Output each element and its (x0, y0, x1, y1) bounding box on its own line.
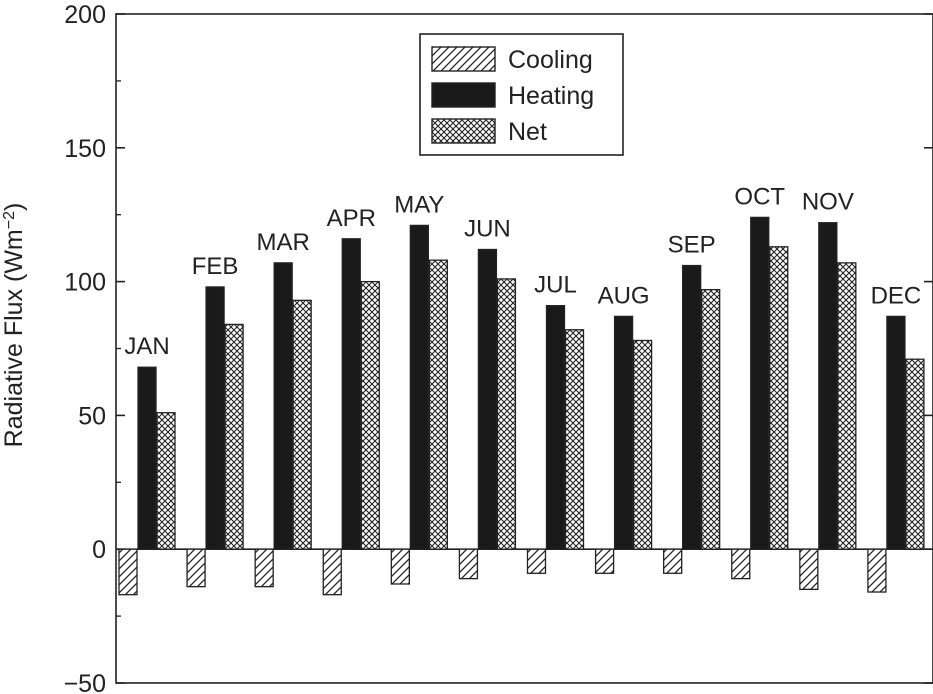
bar-heating-sep (682, 264, 702, 550)
month-label-mar: MAR (256, 229, 309, 256)
bar-cooling-aug (594, 548, 615, 574)
bar-net-aug (632, 339, 653, 550)
y-tick-label: −50 (64, 670, 106, 694)
month-label-nov: NOV (802, 189, 854, 216)
month-label-jan: JAN (124, 333, 169, 360)
month-label-feb: FEB (192, 253, 239, 280)
bar-heating-mar (273, 262, 293, 550)
legend-label-net: Net (508, 118, 547, 146)
y-tick-label: 200 (64, 1, 106, 29)
bar-net-jan (156, 412, 176, 550)
bar-heating-jan (137, 366, 157, 550)
bar-net-sep (701, 288, 721, 550)
month-label-may: MAY (394, 191, 444, 218)
bar-heating-feb (205, 286, 225, 550)
bar-heating-may (409, 224, 429, 550)
plot-frame (115, 13, 933, 684)
bar-cooling-oct (731, 548, 751, 580)
month-label-jul: JUL (534, 272, 577, 299)
bar-net-feb (224, 323, 244, 550)
month-label-jun: JUN (464, 215, 511, 242)
bar-heating-apr (341, 238, 361, 550)
bar-cooling-feb (186, 548, 206, 588)
bar-cooling-nov (799, 548, 819, 590)
bar-cooling-may (390, 548, 410, 585)
month-label-apr: APR (327, 205, 376, 232)
bar-net-dec (905, 358, 925, 550)
bar-heating-aug (613, 315, 634, 550)
month-label-oct: OCT (734, 183, 785, 210)
bar-marks (118, 216, 925, 596)
bar-heating-oct (750, 216, 770, 550)
bar-cooling-jun (458, 548, 479, 580)
y-tick-label: 100 (64, 269, 106, 297)
legend-swatch-cooling (431, 46, 496, 72)
bar-cooling-dec (867, 548, 887, 593)
bar-net-may (428, 259, 448, 550)
y-tick-label: 0 (92, 536, 106, 564)
legend-label-cooling: Cooling (508, 46, 593, 74)
bar-net-mar (292, 299, 312, 550)
bar-heating-nov (818, 222, 838, 550)
legend-label-heating: Heating (508, 82, 594, 110)
bar-heating-jun (477, 248, 498, 550)
bar-cooling-jan (118, 548, 138, 596)
y-axis-title: Radiative Flux (Wm−2) (0, 203, 28, 448)
y-axis-ticks: −50 0 50 100 150 200 (64, 1, 933, 694)
bar-net-jul (564, 329, 585, 550)
bar-cooling-jul (526, 548, 547, 574)
bar-heating-jul (545, 305, 566, 550)
legend-swatch-heating (431, 82, 496, 108)
bar-cooling-mar (254, 548, 274, 588)
legend-swatch-net (431, 118, 496, 144)
legend: Cooling Heating Net (419, 33, 624, 156)
y-tick-label: 50 (78, 402, 106, 430)
bar-net-oct (769, 246, 789, 550)
month-label-dec: DEC (871, 282, 922, 309)
bar-net-jun (496, 278, 517, 550)
y-tick-label: 150 (64, 135, 106, 163)
bar-cooling-apr (322, 548, 342, 596)
month-label-aug: AUG (598, 282, 650, 309)
bar-cooling-sep (663, 548, 683, 574)
bar-heating-dec (886, 315, 906, 550)
bar-net-apr (360, 280, 380, 550)
month-label-sep: SEP (668, 232, 716, 259)
month-labels: JAN FEB MAR APR MAY JUN JUL AUG SEP OCT NOV DEC (124, 183, 921, 360)
bar-net-nov (837, 262, 857, 550)
